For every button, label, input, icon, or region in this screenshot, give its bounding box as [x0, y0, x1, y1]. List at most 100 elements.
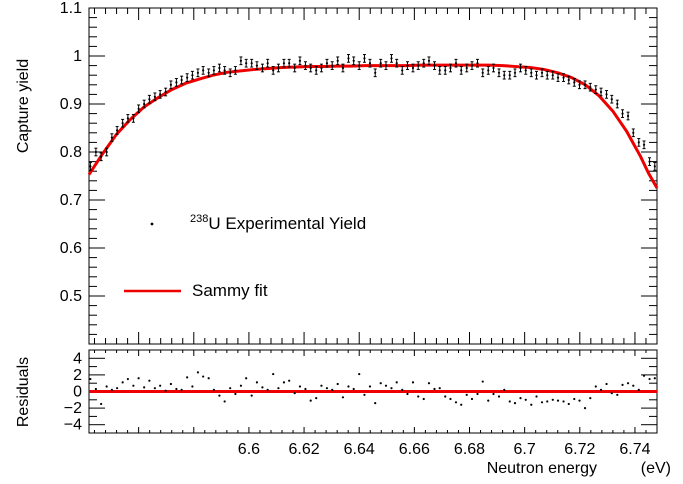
residual-point	[610, 392, 613, 395]
data-point	[330, 61, 334, 70]
residual-point	[444, 395, 447, 398]
residual-point	[573, 397, 576, 401]
residual-point	[594, 385, 597, 388]
residual-point	[427, 382, 431, 385]
x-tick-label: 6.66	[399, 441, 430, 458]
point-marker	[212, 69, 216, 72]
residual-point	[202, 375, 205, 378]
residual-point	[153, 387, 156, 390]
data-point	[599, 87, 603, 97]
x-axis-title: Neutron energy	[487, 460, 597, 477]
point-marker	[513, 71, 517, 74]
residual-point	[406, 392, 409, 396]
data-point	[631, 128, 635, 138]
point-marker	[218, 66, 221, 70]
data-point	[610, 94, 614, 104]
point-marker	[336, 59, 339, 62]
data-point	[448, 63, 452, 73]
data-point	[621, 109, 625, 118]
data-point	[293, 63, 297, 73]
data-point	[190, 70, 194, 80]
data-point	[454, 58, 458, 68]
data-point	[373, 68, 377, 78]
residual-point	[556, 399, 560, 402]
y-axis-title: Capture yield	[15, 59, 32, 153]
sammy-fit-curve	[87, 63, 659, 189]
residual-point	[169, 382, 172, 386]
point-marker	[481, 71, 484, 74]
point-marker	[202, 69, 205, 72]
residual-point	[261, 386, 264, 389]
residual-point	[562, 400, 565, 403]
residual-y-tick-label: −2	[64, 400, 82, 417]
point-marker	[153, 95, 156, 98]
experimental-yield-points	[88, 54, 657, 171]
residual-point	[470, 397, 474, 401]
residual-point	[159, 384, 162, 387]
data-point	[588, 82, 592, 92]
point-marker	[341, 66, 345, 70]
y-tick-label: 0.5	[60, 288, 82, 305]
residual-point	[341, 396, 345, 399]
residual-point	[648, 377, 651, 381]
residual-point	[309, 399, 312, 402]
residual-point	[546, 400, 549, 403]
residual-point	[282, 381, 286, 384]
residual-point	[266, 388, 269, 391]
data-point	[545, 70, 549, 80]
main-axis-ticks	[89, 7, 658, 345]
residual-point	[116, 387, 119, 390]
point-marker	[605, 93, 608, 96]
data-point	[158, 90, 162, 99]
data-point	[325, 58, 329, 68]
residual-y-tick-label: 0	[73, 384, 82, 401]
residual-point	[105, 385, 108, 388]
point-marker	[374, 71, 377, 74]
residual-point	[492, 392, 495, 396]
data-point	[605, 90, 609, 99]
data-point	[185, 73, 189, 82]
point-marker	[116, 129, 119, 132]
residual-point	[175, 387, 178, 391]
point-marker	[298, 59, 302, 62]
residual-point	[530, 403, 533, 406]
point-marker	[255, 64, 259, 67]
data-point	[486, 66, 490, 75]
point-marker	[315, 69, 318, 72]
residual-y-tick-label: −4	[64, 417, 82, 434]
point-marker	[126, 117, 129, 120]
data-point	[314, 66, 318, 75]
data-point	[319, 63, 323, 73]
residual-point	[143, 386, 146, 389]
residual-point	[524, 398, 527, 401]
point-marker	[196, 71, 200, 74]
residual-points	[89, 371, 656, 410]
residual-point	[100, 402, 103, 406]
y-tick-label: 0.9	[60, 96, 82, 113]
point-marker	[556, 76, 560, 79]
residual-point	[137, 377, 140, 380]
point-marker	[309, 66, 312, 70]
point-marker	[395, 62, 398, 65]
residual-point	[476, 392, 479, 396]
y-tick-label: 0.6	[60, 240, 82, 257]
point-marker	[444, 69, 447, 72]
point-marker	[89, 165, 92, 168]
legend: 238U Experimental Yield Sammy fit	[124, 213, 366, 300]
data-point	[389, 54, 393, 63]
point-marker	[626, 114, 630, 118]
point-marker	[417, 64, 420, 67]
data-point	[519, 63, 523, 73]
point-marker	[250, 62, 253, 65]
point-marker	[616, 102, 619, 106]
data-point	[196, 68, 200, 78]
residual-point	[454, 401, 458, 404]
data-point	[341, 63, 345, 73]
fit-line	[87, 63, 659, 189]
point-marker	[530, 71, 533, 74]
legend-superscript: 238	[190, 213, 208, 225]
point-marker	[562, 76, 565, 79]
point-marker	[180, 78, 183, 82]
residual-point	[626, 382, 630, 385]
point-marker	[546, 74, 549, 77]
